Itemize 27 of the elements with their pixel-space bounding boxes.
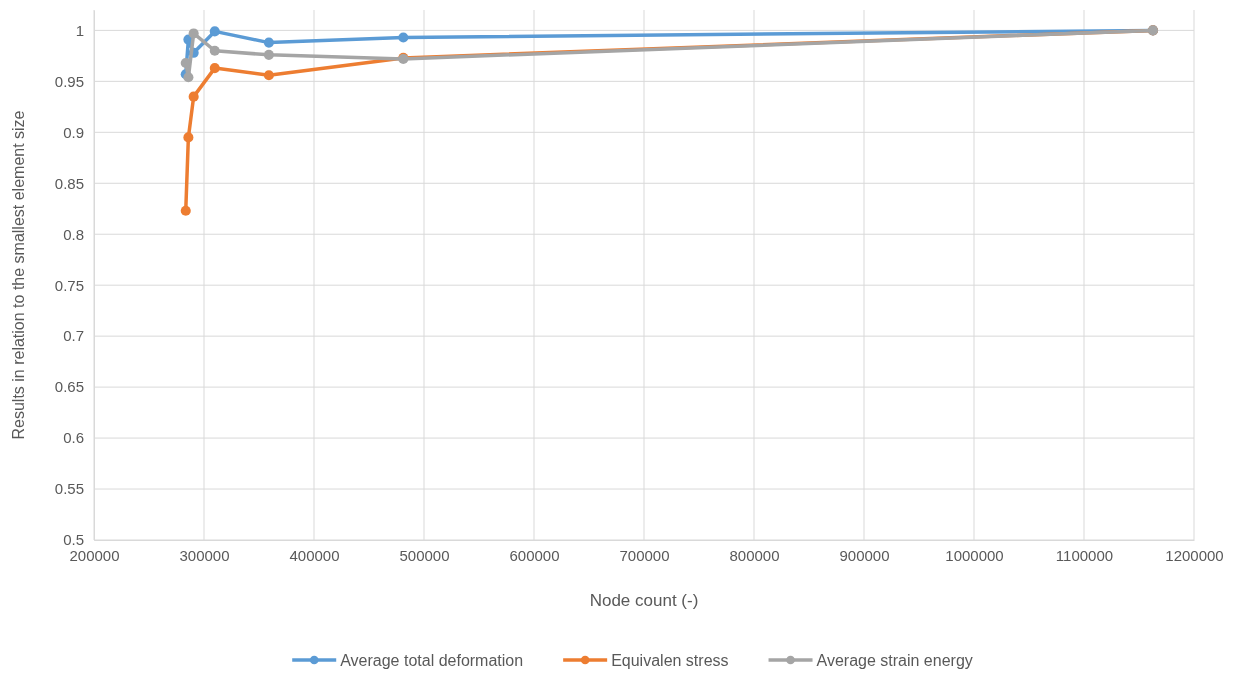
x-tick-label: 400000 [289,546,340,564]
x-tick-label: 800000 [729,546,780,564]
x-axis-title: Node count (-) [589,591,699,610]
legend-label: Average total deformation [340,651,524,669]
x-tick-label: 900000 [839,546,890,564]
x-tick-label: 600000 [509,546,560,564]
x-tick-label: 300000 [179,546,230,564]
y-tick-label: 0.9 [63,123,84,141]
x-tick-label: 200000 [69,546,120,564]
y-tick-label: 0.8 [63,225,84,243]
y-tick-label: 0.55 [54,480,84,498]
y-tick-label: 1 [75,21,84,39]
x-tick-label: 500000 [399,546,450,564]
x-tick-label: 700000 [619,546,670,564]
x-tick-label: 1100000 [1055,546,1114,564]
y-axis-title: Results in relation to the smallest element size [10,110,27,440]
y-tick-label: 0.75 [54,276,84,294]
y-tick-label: 0.7 [63,327,84,345]
y-tick-label: 0.6 [63,429,84,447]
y-tick-label: 0.65 [54,378,84,396]
y-tick-label: 0.85 [54,174,84,192]
x-tick-label: 1000000 [945,546,1004,564]
y-tick-label: 0.5 [63,531,84,549]
legend-label: Equivalen stress [611,651,729,669]
x-tick-label: 1200000 [1165,546,1224,564]
legend-label: Average strain energy [816,651,973,669]
y-tick-label: 0.95 [54,72,84,90]
